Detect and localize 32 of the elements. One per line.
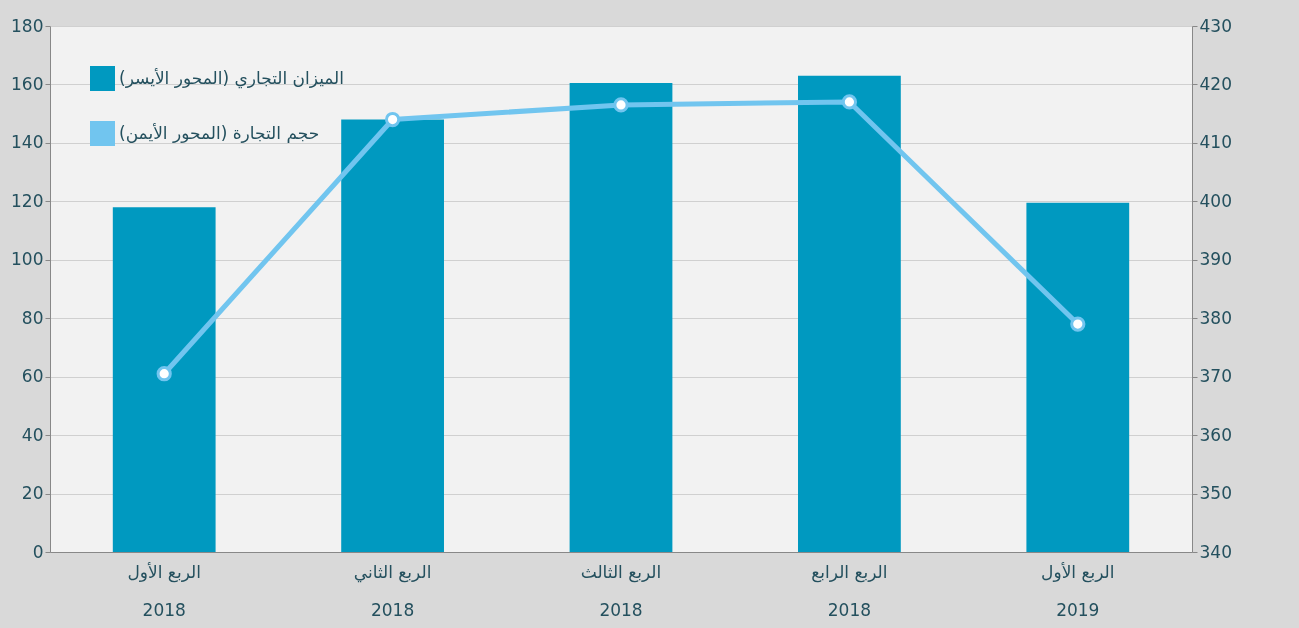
legend-label: الميزان التجاري (المحور الأيسر) [119, 67, 345, 89]
bar [112, 207, 216, 552]
y2-tick-label: 370 [1199, 366, 1232, 387]
y-tick-label: 180 [11, 15, 44, 36]
y-tick-label: 0 [32, 541, 44, 562]
y2-tick-label: 360 [1199, 424, 1232, 445]
point [156, 366, 172, 382]
y2-tick-label: 430 [1199, 15, 1232, 36]
y-tick-label: 160 [11, 73, 44, 94]
bar [1026, 202, 1130, 552]
y2-tick-label: 420 [1199, 73, 1232, 94]
y2-tick-label: 350 [1199, 483, 1232, 504]
y-tick-label: 120 [11, 190, 44, 211]
point [384, 111, 401, 128]
legend-label: حجم التجارة (المحور الأيمن) [119, 122, 320, 144]
point [1070, 316, 1086, 332]
point [613, 97, 629, 113]
y-tick-label: 100 [11, 249, 44, 270]
y2-tick-label: 380 [1199, 307, 1232, 328]
bar [798, 75, 901, 552]
bar [569, 82, 673, 552]
point [841, 94, 858, 110]
y-tick-label: 20 [21, 483, 44, 504]
y2-tick-label: 390 [1199, 249, 1232, 270]
y-tick-label: 60 [21, 366, 44, 387]
y-tick-label: 80 [21, 307, 44, 328]
y-tick-label: 140 [11, 132, 44, 153]
y2-tick-label: 410 [1199, 132, 1232, 153]
y2-tick-label: 340 [1199, 541, 1232, 562]
y2-tick-label: 400 [1199, 190, 1232, 211]
y-tick-label: 40 [21, 424, 44, 445]
bar [341, 119, 444, 552]
